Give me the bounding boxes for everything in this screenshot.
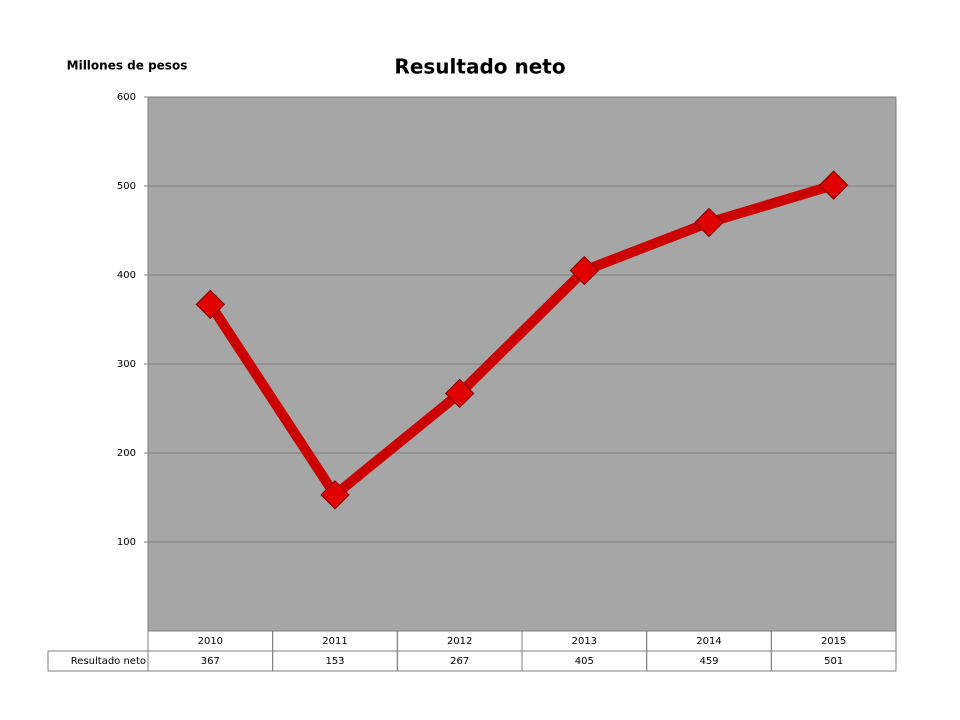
data-table: 2010 2011 2012 2013 2014 2015 Resultado neto 36… xyxy=(47,630,897,672)
marker xyxy=(320,480,350,510)
x-tick-label: 2010 xyxy=(198,636,223,647)
table-value: 459 xyxy=(699,656,718,667)
x-tick-label: 2011 xyxy=(322,636,347,647)
y-axis-label: Millones de pesos xyxy=(67,59,188,73)
y-tick-label: 500 xyxy=(117,181,136,192)
x-tick-label: 2012 xyxy=(447,636,472,647)
marker xyxy=(569,255,600,286)
chart-title: Resultado neto xyxy=(394,55,565,79)
marker xyxy=(694,207,724,238)
x-tick-label: 2014 xyxy=(696,636,721,647)
y-tick-label: 400 xyxy=(117,270,136,281)
y-tick-label: 300 xyxy=(117,359,136,370)
table-value: 501 xyxy=(824,656,843,667)
x-tick-label: 2015 xyxy=(821,636,846,647)
y-tick-label: 100 xyxy=(117,537,136,548)
grid: 100 200 300 400 500 600 xyxy=(117,92,896,548)
series-line xyxy=(206,180,836,500)
y-tick-label: 600 xyxy=(117,92,136,103)
table-value: 367 xyxy=(201,656,220,667)
legend-entry: Resultado neto xyxy=(71,656,146,667)
marks xyxy=(195,170,849,510)
table-value: 153 xyxy=(325,656,344,667)
marker xyxy=(195,289,226,320)
marker xyxy=(444,378,475,409)
x-tick-label: 2013 xyxy=(572,636,597,647)
table-value: 267 xyxy=(450,656,469,667)
table-cell xyxy=(770,650,897,672)
y-tick-label: 200 xyxy=(117,448,136,459)
marker xyxy=(818,170,849,200)
table-value: 405 xyxy=(575,656,594,667)
